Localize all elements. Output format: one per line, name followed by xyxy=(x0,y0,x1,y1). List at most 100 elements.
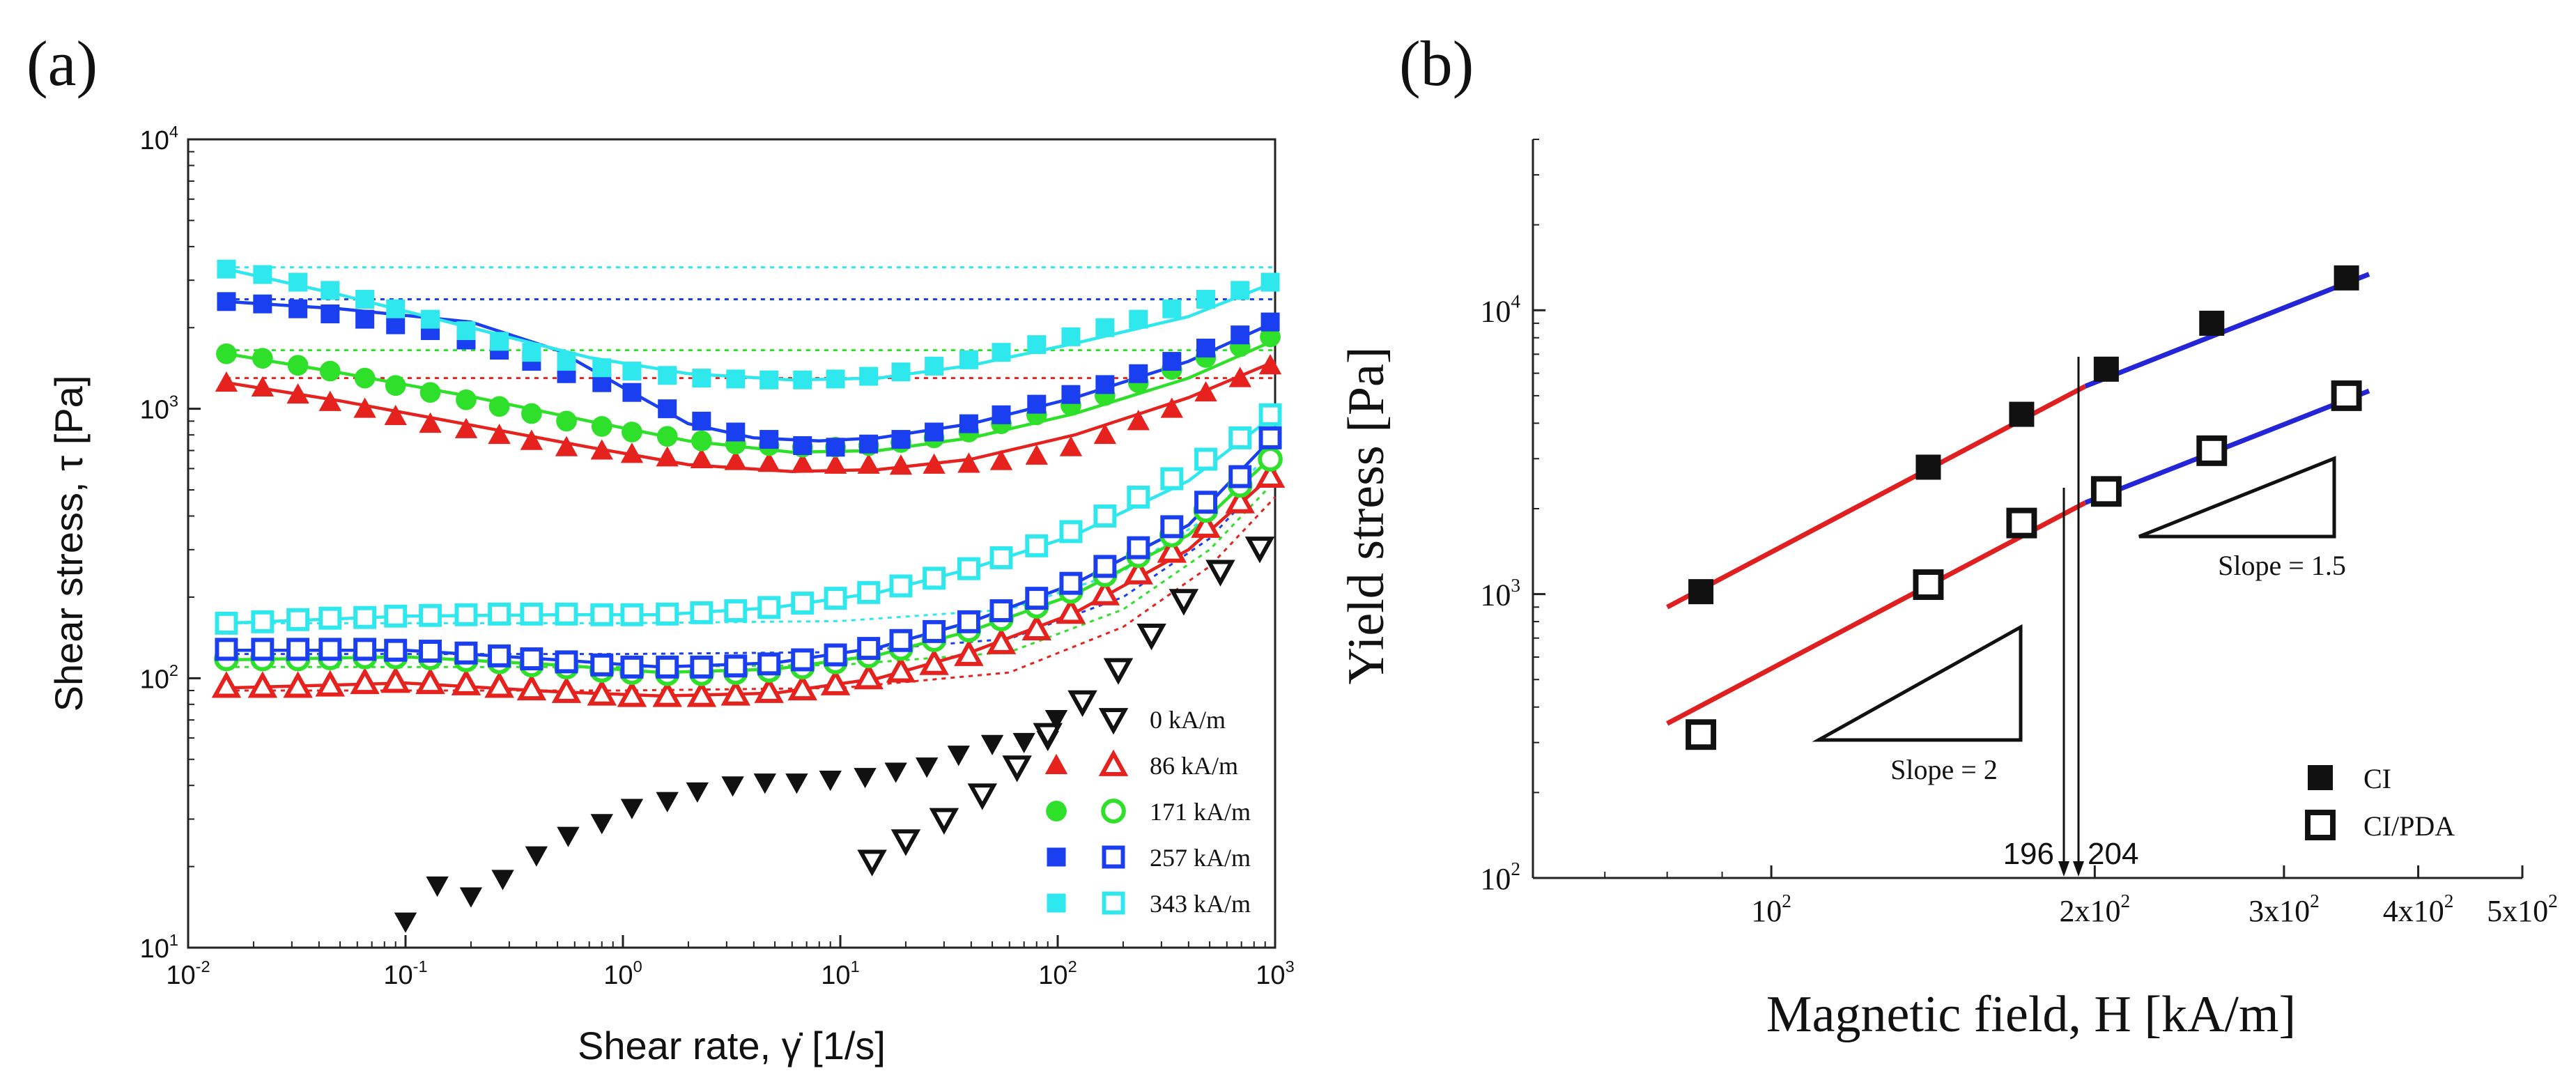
data-point xyxy=(454,603,478,626)
data-point xyxy=(891,362,911,382)
legend-marker-open xyxy=(1102,891,1125,915)
data-point xyxy=(857,580,881,604)
data-point xyxy=(451,668,481,695)
data-point xyxy=(318,606,342,630)
arrow-204-label: 204 xyxy=(2088,837,2138,871)
data-point xyxy=(1160,467,1184,491)
data-point xyxy=(721,776,744,797)
data-point xyxy=(520,602,543,626)
legend-item: CI xyxy=(2308,763,2391,794)
y-tick-label: 104 xyxy=(1480,291,1520,328)
data-point xyxy=(656,446,679,467)
data-point xyxy=(824,453,847,474)
data-point xyxy=(753,773,777,794)
data-point xyxy=(321,281,340,300)
x-tick-label: 103 xyxy=(1256,957,1294,990)
legend-label: CI xyxy=(2363,763,2391,794)
fit-line-dotted xyxy=(226,468,1277,656)
data-point xyxy=(288,299,308,318)
arrow-196-head xyxy=(2058,861,2069,877)
legend-label: 0 kA/m xyxy=(1150,706,1226,734)
data-point xyxy=(923,619,946,643)
data-point xyxy=(919,648,949,675)
data-point xyxy=(791,592,815,615)
data-point xyxy=(692,369,711,388)
legend-marker xyxy=(2305,810,2336,840)
data-point xyxy=(724,449,747,470)
data-point xyxy=(426,876,449,897)
data-point xyxy=(1025,534,1049,557)
data-point xyxy=(253,294,272,314)
data-point xyxy=(520,647,543,671)
x-tick-label: 5x102 xyxy=(2487,891,2558,928)
data-point xyxy=(251,376,275,397)
data-point xyxy=(1260,272,1280,292)
data-point xyxy=(889,629,913,652)
x-tick-label: 10-1 xyxy=(383,957,427,990)
data-point xyxy=(215,611,238,635)
chart-b-legend: CI CI/PDA xyxy=(2305,763,2455,842)
data-point xyxy=(884,762,907,783)
data-point xyxy=(384,404,407,426)
chart-b-y-axis: 102 103 104 xyxy=(1480,139,1545,896)
series xyxy=(857,537,1275,877)
data-point xyxy=(859,434,879,454)
data-point xyxy=(1244,537,1275,564)
panel-label-a: (a) xyxy=(26,28,98,99)
chart-a-y-axis: 101 102 103 104 xyxy=(140,123,201,964)
data-point xyxy=(819,771,842,792)
series xyxy=(394,730,1059,933)
data-point xyxy=(1160,515,1184,539)
legend-label: 86 kA/m xyxy=(1150,752,1238,780)
data-point xyxy=(488,602,511,626)
chart-b-xlabel: Magnetic field, H [kA/m] xyxy=(1766,986,2296,1043)
data-point xyxy=(2009,401,2035,427)
fit-line xyxy=(2084,272,2370,389)
series xyxy=(1688,265,2359,605)
data-point xyxy=(1129,309,1148,329)
series xyxy=(215,426,1282,679)
data-point xyxy=(886,656,916,683)
y-tick-label: 103 xyxy=(1480,575,1520,612)
data-point xyxy=(656,602,679,626)
data-point xyxy=(1231,281,1250,300)
data-point xyxy=(490,332,509,351)
data-point xyxy=(929,808,959,835)
legend-marker-filled xyxy=(1047,893,1066,913)
series xyxy=(215,354,1282,475)
data-point xyxy=(1228,367,1251,387)
data-point xyxy=(1162,299,1182,318)
data-point xyxy=(354,367,376,389)
data-point xyxy=(959,350,978,369)
data-point xyxy=(355,309,375,329)
legend-item: 0 kA/m xyxy=(1044,706,1226,735)
data-point xyxy=(419,603,442,627)
chart-b: 102 2x102 3x102 4x102 5x102 102 103 104 Slope … xyxy=(1338,139,2558,1043)
fit-line xyxy=(1666,500,2087,726)
chart-a: 10-2 10-1 100 101 102 103 101 102 103 104 0 kA/m… xyxy=(47,123,1295,1067)
chart-a-points xyxy=(211,259,1286,933)
data-point xyxy=(522,343,541,362)
arrow-196-label: 196 xyxy=(2003,837,2054,871)
data-point xyxy=(386,299,406,318)
data-point xyxy=(288,272,308,292)
x-tick-label: 2x102 xyxy=(2060,891,2131,928)
data-point xyxy=(726,422,746,442)
legend-marker-open xyxy=(1101,799,1126,824)
legend-item: 171 kA/m xyxy=(1046,798,1251,826)
legend-marker-filled xyxy=(1046,801,1067,822)
data-point xyxy=(989,449,1013,470)
data-point xyxy=(1160,397,1184,418)
data-point xyxy=(1258,426,1282,449)
data-point xyxy=(1002,755,1032,783)
data-point xyxy=(1194,447,1218,471)
x-tick-label: 100 xyxy=(603,957,642,990)
chart-a-frame xyxy=(187,138,1277,949)
data-point xyxy=(556,410,577,432)
data-point xyxy=(1059,571,1083,595)
data-point xyxy=(889,454,913,475)
data-point xyxy=(686,782,709,803)
series xyxy=(215,403,1282,635)
